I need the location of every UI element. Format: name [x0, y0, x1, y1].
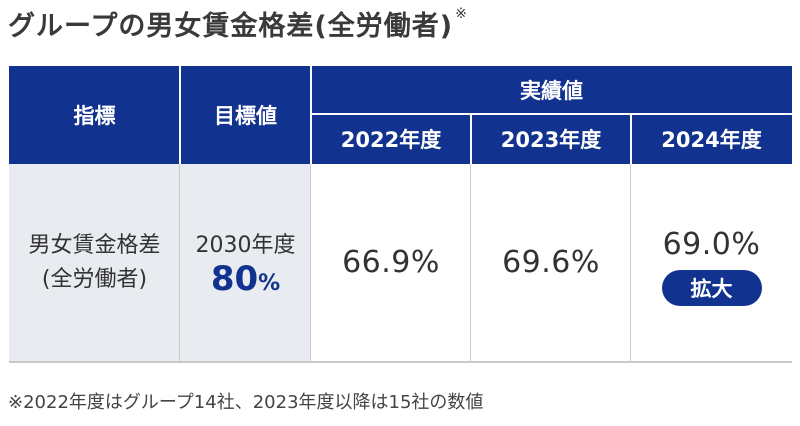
header-divider	[630, 114, 632, 164]
body-divider	[179, 164, 180, 361]
target-number: 80	[210, 258, 259, 299]
value-2023: 69.6%	[502, 245, 600, 280]
value-cell-2024: 69.0% 拡大	[631, 164, 792, 361]
header-results-label: 実績値	[520, 79, 583, 103]
badge-label: 拡大	[690, 277, 733, 301]
page-title: グループの男女賃金格差(全労働者) ※	[8, 4, 468, 43]
title-text: グループの男女賃金格差(全労働者)	[8, 11, 454, 42]
row-label-cell: 男女賃金格差 (全労働者)	[9, 164, 180, 361]
header-divider	[470, 114, 472, 164]
target-year: 2030年度	[195, 232, 296, 258]
title-footnote-mark: ※	[455, 6, 468, 22]
table-bottom-border	[9, 361, 792, 363]
target-cell: 2030年度 80%	[180, 164, 311, 361]
target-value: 80%	[211, 259, 280, 299]
body-divider	[470, 164, 471, 361]
footnote: ※2022年度はグループ14社、2023年度以降は15社の数値	[8, 392, 484, 413]
header-divider	[179, 66, 181, 164]
header-year-2023: 2023年度	[471, 114, 631, 164]
header-year-2024: 2024年度	[631, 114, 792, 164]
header-target-label: 目標値	[214, 104, 277, 128]
header-divider	[311, 113, 792, 115]
body-divider	[310, 164, 311, 361]
year-label: 2023年度	[500, 128, 602, 152]
value-cell-2023: 69.6%	[471, 164, 631, 361]
header-indicator: 指標	[9, 66, 180, 164]
value-2022: 66.9%	[342, 245, 440, 280]
value-cell-2022: 66.9%	[311, 164, 471, 361]
year-label: 2024年度	[661, 128, 762, 152]
header-indicator-label: 指標	[73, 104, 116, 128]
header-divider	[310, 66, 312, 164]
year-label: 2022年度	[340, 128, 442, 152]
row-label-line1: 男女賃金格差	[28, 232, 161, 258]
target-unit: %	[258, 270, 281, 296]
value-2024: 69.0%	[662, 227, 761, 262]
header-results: 実績値	[311, 66, 792, 114]
expand-badge: 拡大	[661, 270, 762, 306]
row-label-line2: (全労働者)	[41, 266, 148, 292]
wage-gap-table: 指標 目標値 実績値 2022年度 2023年度 2024年度 男女賃金格差 (…	[9, 66, 792, 363]
header-target: 目標値	[180, 66, 311, 164]
body-divider	[630, 164, 631, 361]
header-year-2022: 2022年度	[311, 114, 471, 164]
